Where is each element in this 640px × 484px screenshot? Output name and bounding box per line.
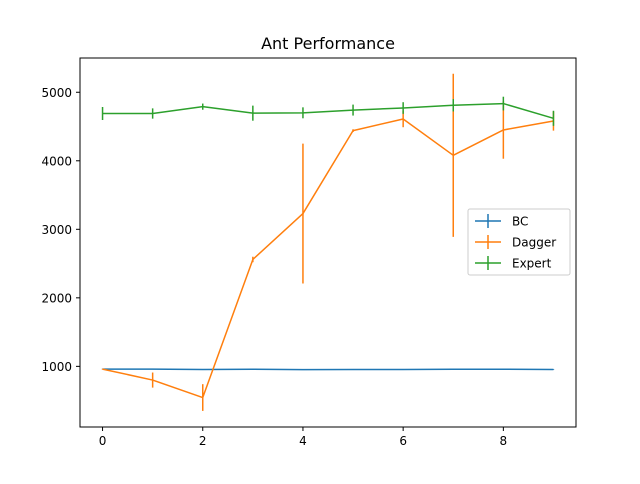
chart-title: Ant Performance xyxy=(261,34,395,53)
x-tick-label: 4 xyxy=(299,434,307,448)
y-tick-label: 3000 xyxy=(41,223,72,237)
legend-label: BC xyxy=(512,215,528,229)
y-tick-label: 1000 xyxy=(41,360,72,374)
legend: BC Dagger Expert xyxy=(468,209,570,275)
y-tick-label: 4000 xyxy=(41,154,72,168)
y-tick-label: 5000 xyxy=(41,86,72,100)
legend-label: Dagger xyxy=(512,236,556,250)
series-bc xyxy=(103,369,554,370)
y-tick-label: 2000 xyxy=(41,291,72,305)
x-tick-label: 2 xyxy=(199,434,207,448)
x-tick-label: 6 xyxy=(399,434,407,448)
x-tick-label: 8 xyxy=(500,434,508,448)
legend-label: Expert xyxy=(512,257,552,271)
x-tick-label: 0 xyxy=(99,434,107,448)
